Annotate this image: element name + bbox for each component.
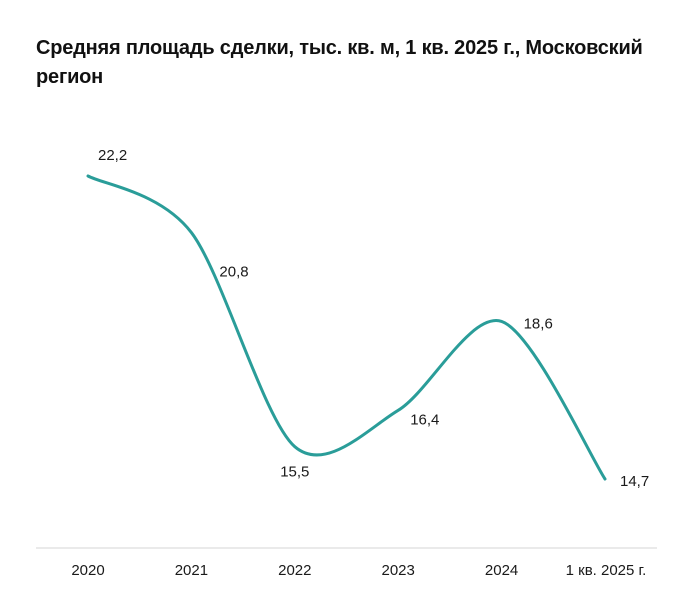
- data-labels: 22,2 20,8 15,5 16,4 18,6 14,7: [98, 147, 649, 490]
- data-label: 18,6: [524, 315, 553, 332]
- data-label: 22,2: [98, 147, 127, 164]
- x-tick-label: 2023: [382, 562, 415, 579]
- x-tick-label: 1 кв. 2025 г.: [566, 562, 647, 579]
- data-label: 20,8: [219, 264, 248, 281]
- data-label: 15,5: [280, 464, 309, 481]
- x-tick-label: 2024: [485, 562, 518, 579]
- chart-title: Средняя площадь сделки, тыс. кв. м, 1 кв…: [36, 37, 643, 88]
- x-tick-label: 2022: [278, 562, 311, 579]
- data-label: 16,4: [410, 411, 439, 428]
- x-tick-labels: 2020 2021 2022 2023 2024 1 кв. 2025 г.: [71, 562, 646, 579]
- series-line: [86, 174, 607, 481]
- data-label: 14,7: [620, 473, 649, 490]
- x-tick-label: 2021: [175, 562, 208, 579]
- x-tick-label: 2020: [71, 562, 104, 579]
